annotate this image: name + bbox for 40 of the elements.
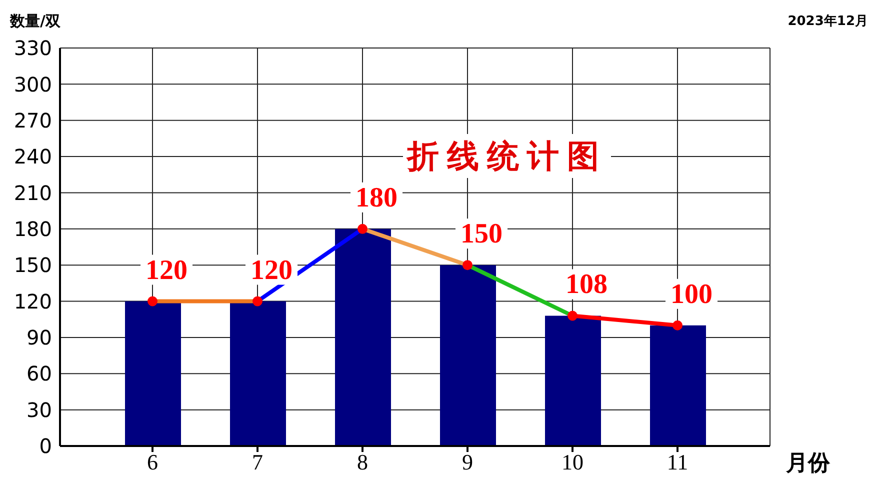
y-tick-label: 60 bbox=[26, 362, 52, 386]
point bbox=[148, 296, 158, 306]
data-label: 120 bbox=[250, 254, 292, 286]
data-label: 120 bbox=[146, 254, 188, 286]
y-tick-label: 300 bbox=[14, 72, 52, 96]
y-tick-label: 30 bbox=[26, 398, 52, 422]
point bbox=[568, 310, 578, 321]
bar bbox=[545, 316, 601, 446]
bar bbox=[125, 301, 181, 446]
y-tick-label: 270 bbox=[14, 108, 52, 132]
point bbox=[672, 320, 682, 330]
bar bbox=[230, 301, 286, 446]
x-tick-label: 7 bbox=[252, 450, 263, 475]
y-tick-label: 330 bbox=[14, 36, 52, 60]
point bbox=[462, 260, 472, 270]
data-label: 180 bbox=[356, 182, 398, 214]
x-tick-label: 10 bbox=[562, 450, 584, 475]
x-tick-label: 11 bbox=[666, 450, 688, 475]
x-tick-label: 9 bbox=[462, 450, 473, 475]
data-label: 150 bbox=[460, 218, 502, 250]
data-label: 108 bbox=[566, 269, 608, 300]
y-tick-label: 240 bbox=[14, 144, 52, 169]
bar bbox=[335, 228, 391, 446]
bar bbox=[650, 325, 706, 446]
y-tick-label: 180 bbox=[14, 217, 52, 242]
y-tick-label: 90 bbox=[26, 326, 52, 350]
text: 折线统计图 bbox=[403, 134, 611, 178]
y-axis-title: 数量/双 bbox=[10, 12, 60, 31]
point bbox=[252, 296, 262, 306]
x-tick-label: 8 bbox=[357, 450, 368, 475]
text: 2023年12月 bbox=[788, 13, 868, 30]
x-tick-label: 6 bbox=[147, 450, 158, 475]
x-axis-title: 月份 bbox=[786, 450, 830, 478]
y-tick-label: 210 bbox=[14, 180, 52, 205]
bar bbox=[440, 265, 496, 446]
y-tick-label: 120 bbox=[14, 289, 52, 314]
y-tick-label: 150 bbox=[14, 253, 52, 278]
point bbox=[358, 224, 368, 234]
data-label: 100 bbox=[670, 278, 712, 310]
y-tick-label: 0 bbox=[39, 434, 52, 458]
